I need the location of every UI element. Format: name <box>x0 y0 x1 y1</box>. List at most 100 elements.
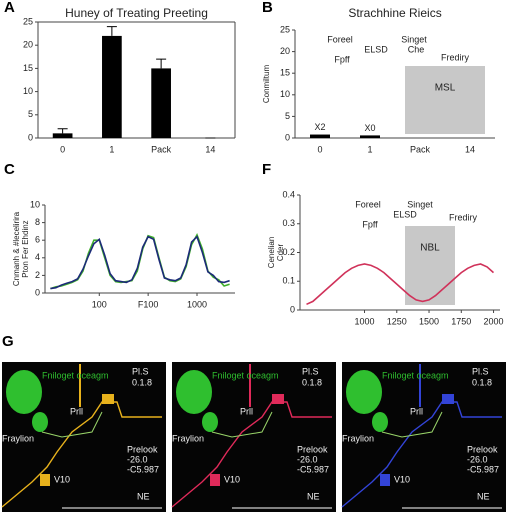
panel-text: -26.0 <box>297 454 318 464</box>
map-blob <box>6 370 42 414</box>
marker <box>380 474 390 486</box>
trace-secondary <box>211 411 273 438</box>
error-bar <box>156 58 167 69</box>
map-blob <box>202 412 218 432</box>
annotation: Fpff <box>334 54 350 64</box>
map-blob <box>32 412 48 432</box>
trace <box>1 401 162 508</box>
y-tick-label: 10 <box>280 89 290 99</box>
panel-text: Prelook <box>297 444 328 454</box>
panel-text: Fraylion <box>2 433 34 443</box>
panel-text: Prll <box>70 406 83 416</box>
y-tick-label: 20 <box>23 40 33 50</box>
x-tick-label: 1000 <box>355 316 375 326</box>
panel-text: Prelook <box>467 444 498 454</box>
y-tick-label: 10 <box>30 199 40 209</box>
marker <box>210 474 220 486</box>
x-tick-label: 1500 <box>419 316 439 326</box>
x-tick-label: 0 <box>317 144 322 154</box>
x-tick-label: 1000 <box>187 299 207 309</box>
panel-letter: G <box>2 333 14 350</box>
error-bar <box>57 128 68 134</box>
y-tick-label: 5 <box>28 109 33 119</box>
annotation: Singet <box>401 34 427 44</box>
trace <box>341 401 502 508</box>
panel-text: Fraylion <box>342 433 374 443</box>
x-tick-label: 100 <box>92 299 107 309</box>
y-axis-label: Pton Fer Ehdinz <box>21 220 30 277</box>
y-tick-label: 15 <box>280 68 290 78</box>
marker <box>442 394 454 404</box>
bar <box>102 35 122 138</box>
panel-text: 0.1.8 <box>472 377 492 387</box>
panel-text: -26.0 <box>467 454 488 464</box>
map-blob <box>372 412 388 432</box>
highlight-label: NBL <box>420 243 440 254</box>
image-panel: Fniloget oceagm Pl.S0.1.8 Prll Fraylion Prel… <box>1 362 166 512</box>
bar <box>310 134 330 138</box>
y-tick-label: 2 <box>35 270 40 280</box>
panel-text: Pl.S <box>132 366 149 376</box>
y-tick-label: 0 <box>28 132 33 142</box>
y-tick-label: 0 <box>35 287 40 297</box>
marker <box>40 474 50 486</box>
panel-text: V10 <box>224 474 240 484</box>
x-tick-label: Pack <box>151 144 172 154</box>
x-tick-label: 2000 <box>484 316 504 326</box>
x-tick-label: F100 <box>138 299 159 309</box>
annotation: Fpff <box>362 219 378 229</box>
chart-title: Strachhine Rieics <box>348 6 441 20</box>
panel-letter: A <box>4 0 15 16</box>
y-tick-label: 0.3 <box>282 218 295 228</box>
highlight-region <box>405 226 455 305</box>
y-axis-label: Cenelian <box>267 237 276 269</box>
line-series <box>50 235 230 290</box>
x-tick-label: 1750 <box>451 316 471 326</box>
panel-text: 0.1.8 <box>132 377 152 387</box>
error-bar <box>106 26 117 36</box>
y-tick-label: 0.2 <box>282 247 295 257</box>
panel-text: -C5.987 <box>297 464 329 474</box>
panel-letter: F <box>262 161 271 178</box>
annotation: Frediry <box>441 52 470 62</box>
chart-title: Huney of Treating Preeting <box>65 6 208 20</box>
highlight-label: MSL <box>435 83 456 94</box>
y-tick-label: 25 <box>280 24 290 34</box>
y-tick-label: 8 <box>35 217 40 227</box>
panel-text: Fniloget oceagm <box>382 370 449 380</box>
panel-letter: B <box>262 0 273 16</box>
map-blob <box>176 370 212 414</box>
bar <box>151 68 171 138</box>
x-tick-label: 1 <box>109 144 114 154</box>
trace <box>171 401 332 508</box>
y-tick-label: 0.4 <box>282 189 295 199</box>
annotation: Singet <box>407 199 433 209</box>
y-tick-label: 15 <box>23 63 33 73</box>
y-tick-label: 5 <box>285 111 290 121</box>
map-blob <box>346 370 382 414</box>
x-tick-label: 14 <box>205 144 215 154</box>
y-axis-label: Conmiltum <box>262 65 271 104</box>
y-tick-label: 4 <box>35 252 40 262</box>
panel-text: Prll <box>410 406 423 416</box>
image-panel: Fniloget oceagm Pl.S0.1.8 Prll Fraylion Prel… <box>341 362 506 512</box>
y-tick-label: 20 <box>280 46 290 56</box>
annotation: ELSD <box>393 209 417 219</box>
annotation: Che <box>408 44 425 54</box>
y-tick-label: 0 <box>290 304 295 314</box>
panel-text: Fniloget oceagm <box>212 370 279 380</box>
x-tick-label: 14 <box>465 144 475 154</box>
y-axis-label: Cder <box>276 243 285 261</box>
panel-text: Pl.S <box>302 366 319 376</box>
marker <box>272 394 284 404</box>
panel-text: -26.0 <box>127 454 148 464</box>
y-tick-label: 0.1 <box>282 276 295 286</box>
y-axis-label: Cnmanh & #lecelirira <box>12 211 21 286</box>
panel-text: V10 <box>394 474 410 484</box>
annotation: Frediry <box>449 212 478 222</box>
panel-text: Prelook <box>127 444 158 454</box>
annotation: Foreel <box>355 199 381 209</box>
highlight-region <box>405 66 485 134</box>
y-tick-label: 0 <box>285 132 290 142</box>
